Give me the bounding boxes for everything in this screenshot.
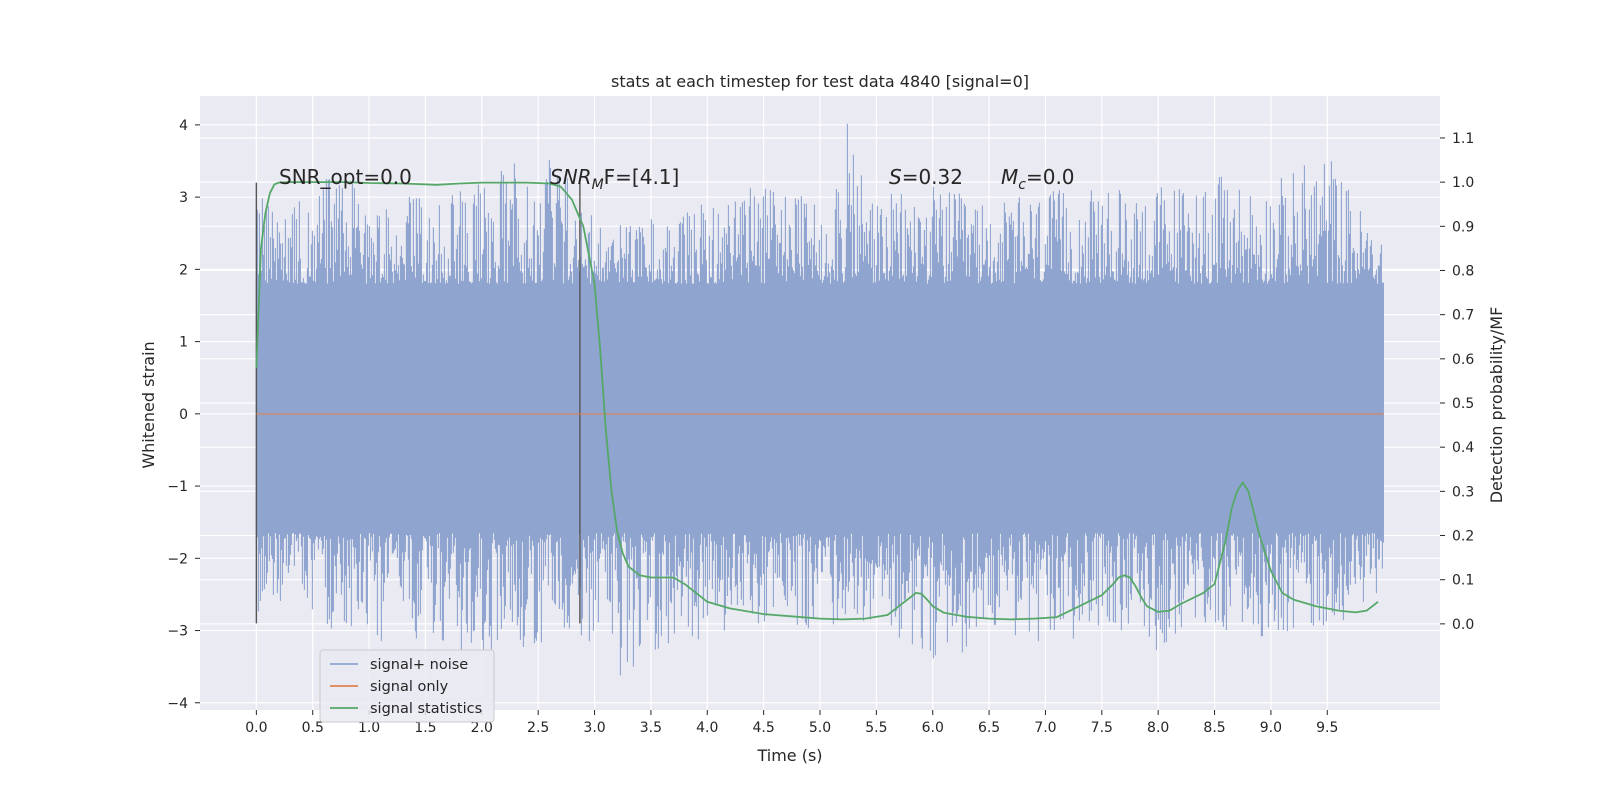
y-tick-label-left: −4 [167, 696, 188, 712]
y-tick-label-left: −1 [167, 479, 188, 495]
y-axis-label-left: Whitened strain [139, 341, 158, 468]
mc-sub: c [1018, 177, 1026, 193]
x-tick-label: 5.5 [865, 720, 887, 736]
y-tick-label-right: 0.3 [1452, 484, 1474, 500]
signal-statistics-line [255, 181, 1379, 621]
x-axis-label: Time (s) [756, 746, 822, 765]
y-tick-label-left: −3 [167, 624, 188, 640]
x-tick-label: 9.0 [1260, 720, 1282, 736]
x-tick-label: 3.5 [640, 720, 662, 736]
snr-mf-sub: M [592, 177, 604, 193]
y-tick-label-left: 0 [179, 407, 188, 423]
tick-labels: 0.0 0.5 1.0 1.5 2.0 2.5 3.0 3.5 4.0 4.5 5.0 5.5 6.0 6… [167, 118, 1474, 736]
x-tick-label: 4.5 [753, 720, 775, 736]
vertical-markers [255, 182, 581, 624]
y-tick-label-right: 0.9 [1452, 219, 1474, 235]
y-tick-label-right: 0.0 [1452, 617, 1474, 633]
line-series [255, 181, 1384, 621]
signal-noise-series [255, 123, 1384, 676]
y-tick-label-right: 0.4 [1452, 440, 1474, 456]
y-tick-label-right: 0.1 [1452, 573, 1474, 589]
x-tick-label: 3.0 [583, 720, 605, 736]
chart-title: stats at each timestep for test data 484… [611, 72, 1029, 91]
legend-label-signal-noise: signal+ noise [370, 657, 468, 673]
y-tick-label-left: 4 [179, 118, 188, 134]
x-tick-label: 9.5 [1316, 720, 1338, 736]
x-tick-label: 7.0 [1034, 720, 1056, 736]
mc-var: M [1001, 165, 1018, 189]
s-value: =0.32 [902, 165, 963, 189]
y-axis-label-right: Detection probability/MF [1487, 307, 1506, 504]
x-tick-label: 7.5 [1091, 720, 1113, 736]
y-tick-label-right: 0.6 [1452, 352, 1474, 368]
annotation-mc: Mc=0.0 [1001, 165, 1075, 193]
snr-mf-prefix: SNR [550, 165, 592, 189]
x-tick-label: 8.5 [1203, 720, 1225, 736]
y-tick-label-left: 2 [179, 262, 188, 278]
mc-value: =0.0 [1026, 165, 1075, 189]
y-tick-label-left: −2 [167, 551, 188, 567]
x-tick-label: 4.0 [696, 720, 718, 736]
y-tick-label-right: 0.2 [1452, 529, 1474, 545]
s-var: S [889, 165, 902, 189]
x-tick-label: 0.0 [245, 720, 267, 736]
x-tick-label: 1.0 [358, 720, 380, 736]
x-tick-label: 2.5 [527, 720, 549, 736]
x-tick-label: 1.5 [414, 720, 436, 736]
y-tick-label-left: 3 [179, 190, 188, 206]
y-tick-label-right: 0.8 [1452, 263, 1474, 279]
annotation-s: S=0.32 [889, 165, 963, 189]
y-tick-label-right: 1.0 [1452, 175, 1474, 191]
x-tick-label: 6.5 [978, 720, 1000, 736]
snr-mf-suffix: F=[4.1] [604, 165, 680, 189]
legend: signal+ noise signal only signal statist… [319, 649, 495, 723]
annotation-snr-opt: SNR_opt=0.0 [279, 165, 412, 189]
x-tick-label: 6.0 [922, 720, 944, 736]
y-tick-label-right: 0.7 [1452, 308, 1474, 324]
annotation-snr-mf: SNRMF=[4.1] [550, 165, 679, 193]
x-tick-label: 5.0 [809, 720, 831, 736]
y-tick-label-right: 0.5 [1452, 396, 1474, 412]
y-tick-label-right: 1.1 [1452, 131, 1474, 147]
x-tick-label: 2.0 [471, 720, 493, 736]
x-tick-label: 8.0 [1147, 720, 1169, 736]
legend-label-signal-only: signal only [370, 679, 449, 695]
legend-label-signal-statistics: signal statistics [370, 701, 482, 717]
legend-box [319, 649, 495, 723]
x-tick-label: 0.5 [302, 720, 324, 736]
y-tick-label-left: 1 [179, 335, 188, 351]
